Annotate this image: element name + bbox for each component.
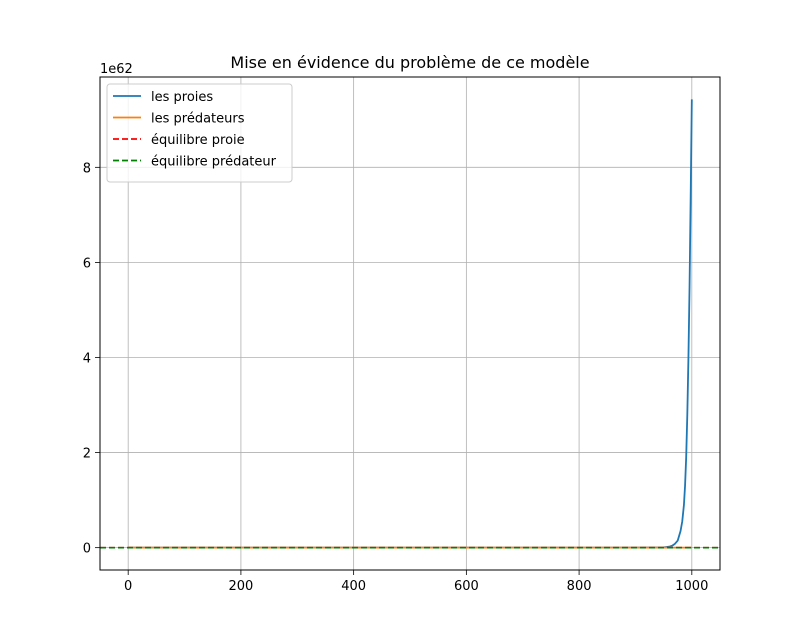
legend-label: les prédateurs — [151, 112, 245, 127]
grid — [100, 77, 720, 570]
x-tick-label: 1000 — [675, 579, 708, 594]
y-tick-label: 0 — [83, 542, 91, 557]
x-tick-label: 400 — [341, 579, 366, 594]
chart-title: Mise en évidence du problème de ce modèl… — [230, 53, 589, 72]
legend-box — [106, 83, 293, 183]
legend-label: équilibre prédateur — [151, 155, 277, 170]
x-tick-label: 200 — [228, 579, 253, 594]
legend: les proies les prédateurs équilibre proie é… — [106, 83, 293, 183]
y-tick-label: 2 — [83, 447, 91, 462]
axis-ticks: 0 200 400 600 800 1000 0 2 4 6 8 — [83, 161, 709, 594]
y-tick-label: 6 — [83, 256, 91, 271]
x-tick-label: 800 — [567, 579, 592, 594]
x-tick-label: 600 — [454, 579, 479, 594]
plot-frame — [99, 76, 721, 571]
y-tick-label: 8 — [83, 161, 91, 176]
y-offset-label: 1e62 — [100, 62, 133, 77]
x-tick-label: 0 — [124, 579, 132, 594]
legend-label: les proies — [151, 90, 213, 105]
legend-label: équilibre proie — [151, 133, 245, 148]
plot-series — [100, 99, 720, 549]
y-tick-label: 4 — [83, 351, 91, 366]
